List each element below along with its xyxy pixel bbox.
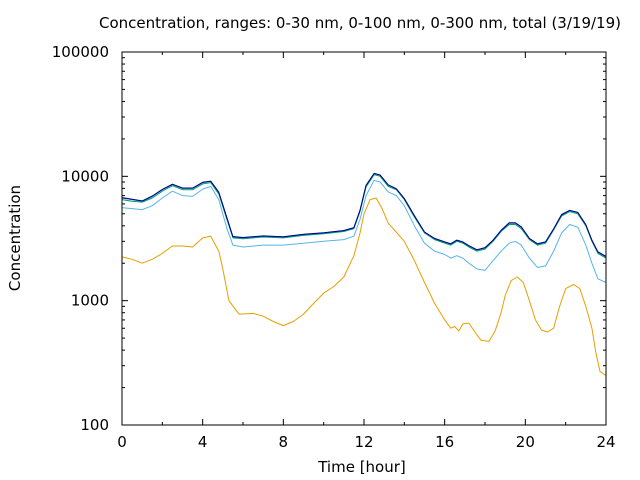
chart-title: Concentration, ranges: 0-30 nm, 0-100 nm… [99, 14, 621, 32]
x-tick-label: 24 [596, 433, 615, 451]
series-line-1 [121, 197, 607, 376]
y-tick-label: 100 [80, 416, 109, 434]
x-tick-label: 12 [354, 433, 373, 451]
y-tick-label: 10000 [61, 167, 109, 185]
y-tick-label: 1000 [71, 292, 109, 310]
series-group [121, 172, 607, 376]
series-line-5 [121, 172, 607, 257]
y-axis-label: Concentration [6, 185, 24, 291]
y-tick-label: 100000 [52, 43, 109, 61]
x-tick-label: 4 [198, 433, 208, 451]
x-axis-label: Time [hour] [317, 458, 406, 476]
ticks-group: 0 4 8 12 16 20 24 100 1000 10000 100000 [52, 43, 616, 451]
x-tick-label: 16 [435, 433, 454, 451]
series-line-2 [121, 179, 607, 283]
x-tick-label: 0 [117, 433, 127, 451]
x-tick-label: 8 [279, 433, 289, 451]
x-tick-label: 20 [516, 433, 535, 451]
